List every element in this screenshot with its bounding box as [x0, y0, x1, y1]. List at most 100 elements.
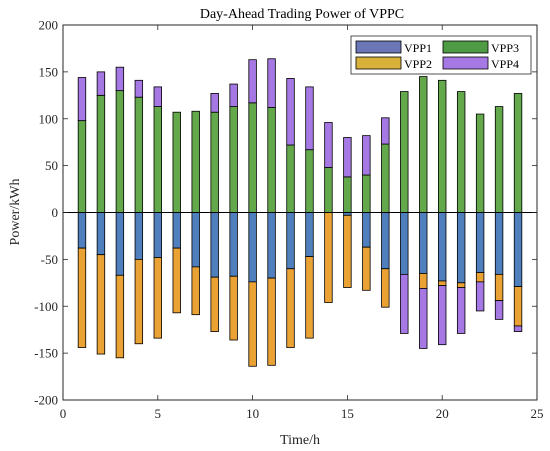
x-tick-label: 25 — [531, 406, 544, 421]
bar-vpp1-hour-10 — [248, 212, 257, 283]
bar-vpp4-hour-8 — [210, 93, 219, 113]
bar-vpp1-hour-20 — [438, 212, 447, 282]
bar-vpp4-hour-1 — [77, 77, 87, 122]
bar-vpp2-hour-22 — [475, 272, 485, 283]
bar-vpp4-hour-2 — [96, 71, 106, 96]
bar-vpp3-hour-17 — [381, 143, 390, 213]
x-tick-label: 0 — [60, 406, 67, 421]
bar-vpp1-hour-9 — [229, 212, 238, 277]
bar-vpp4-negative-hour-19 — [419, 288, 428, 349]
bar-vpp2-hour-4 — [134, 258, 144, 345]
legend-label-vpp4: VPP4 — [491, 57, 519, 71]
bar-vpp4-negative-hour-22 — [475, 281, 485, 312]
bar-vpp1-hour-1 — [77, 212, 87, 249]
legend-swatch-vpp3 — [442, 40, 489, 54]
y-tick-label: 0 — [52, 205, 59, 220]
bar-vpp2-hour-15 — [343, 214, 352, 288]
bar-vpp4-hour-14 — [324, 122, 333, 168]
bar-vpp3-hour-4 — [134, 96, 144, 213]
bar-vpp4-hour-3 — [115, 66, 125, 92]
bar-vpp3-hour-10 — [248, 102, 257, 213]
bar-vpp1-hour-5 — [153, 212, 162, 258]
bar-vpp1-hour-3 — [115, 212, 125, 276]
legend-label-vpp1: VPP1 — [404, 41, 432, 55]
bar-vpp1-hour-8 — [210, 212, 219, 278]
x-axis-ticks: 0 5 10 15 20 25 — [60, 25, 544, 421]
bar-vpp2-hour-2 — [96, 254, 106, 355]
bar-vpp2-hour-20 — [438, 280, 447, 287]
bar-vpp1-hour-11 — [267, 212, 276, 279]
bar-vpp2-hour-8 — [210, 276, 219, 332]
legend-swatch-vpp2 — [355, 56, 402, 70]
bar-vpp3-hour-14 — [324, 167, 333, 213]
bar-vpp2-hour-7 — [191, 266, 200, 316]
bar-layer — [77, 58, 523, 367]
x-axis-title: Time/h — [280, 433, 320, 448]
bar-vpp2-hour-12 — [286, 268, 295, 348]
bar-vpp1-hour-16 — [362, 212, 371, 248]
bar-vpp4-hour-9 — [229, 83, 238, 107]
bar-vpp3-hour-15 — [343, 176, 352, 213]
bar-vpp2-hour-13 — [305, 256, 314, 339]
y-tick-label: 200 — [39, 18, 59, 33]
bar-vpp3-hour-16 — [362, 174, 371, 213]
bar-vpp4-hour-15 — [343, 137, 352, 178]
bar-vpp1-hour-18 — [400, 212, 409, 275]
bar-vpp1-hour-24 — [513, 212, 523, 287]
bar-vpp4-negative-hour-20 — [438, 285, 447, 346]
bar-vpp3-hour-9 — [229, 106, 238, 213]
bar-vpp2-hour-11 — [267, 277, 276, 366]
bar-vpp4-hour-16 — [362, 135, 371, 176]
bar-vpp3-hour-18 — [400, 91, 409, 213]
bar-vpp1-hour-6 — [172, 212, 181, 249]
y-tick-label: -50 — [41, 252, 58, 267]
y-axis-title: Power/kWh — [8, 179, 23, 246]
bar-vpp1-hour-12 — [286, 212, 295, 270]
bar-vpp1-hour-22 — [475, 212, 485, 273]
bar-vpp3-hour-24 — [513, 93, 523, 213]
y-tick-label: -100 — [34, 299, 58, 314]
bar-vpp2-hour-23 — [494, 273, 504, 302]
bar-vpp2-hour-14 — [324, 212, 333, 303]
bar-vpp1-hour-23 — [494, 212, 504, 275]
bar-vpp2-hour-3 — [115, 274, 125, 359]
x-tick-label: 5 — [155, 406, 162, 421]
bar-vpp4-hour-17 — [381, 117, 390, 145]
bar-vpp3-hour-7 — [191, 110, 200, 213]
legend: VPP1 VPP3 VPP2 VPP4 — [350, 35, 532, 75]
bar-vpp3-hour-12 — [286, 144, 295, 213]
bar-vpp3-hour-23 — [494, 106, 504, 213]
y-tick-label: 50 — [45, 158, 58, 173]
bar-vpp3-hour-5 — [153, 106, 162, 213]
legend-label-vpp2: VPP2 — [404, 57, 432, 71]
bar-vpp3-hour-8 — [210, 111, 219, 213]
bar-vpp4-negative-hour-23 — [494, 300, 504, 320]
bar-vpp1-hour-13 — [305, 212, 314, 257]
bar-vpp3-hour-19 — [419, 76, 428, 213]
bar-vpp2-hour-19 — [419, 273, 428, 289]
bar-vpp3-hour-20 — [438, 79, 447, 213]
bar-vpp2-hour-1 — [77, 247, 87, 348]
bar-vpp1-hour-7 — [191, 212, 200, 268]
bar-vpp3-hour-6 — [172, 111, 181, 213]
bar-vpp3-hour-2 — [96, 94, 106, 213]
x-tick-label: 20 — [436, 406, 449, 421]
legend-swatch-vpp1 — [355, 40, 402, 54]
bar-vpp3-hour-21 — [456, 91, 466, 213]
bar-vpp4-negative-hour-21 — [456, 287, 466, 334]
bar-vpp1-hour-4 — [134, 212, 144, 260]
bar-vpp3-hour-13 — [305, 149, 314, 213]
bar-vpp4-negative-hour-24 — [513, 325, 523, 332]
bar-vpp4-negative-hour-18 — [400, 273, 409, 334]
y-tick-label: 100 — [39, 111, 59, 126]
legend-swatch-vpp4 — [442, 56, 489, 70]
bar-vpp2-hour-9 — [229, 275, 238, 341]
x-tick-label: 15 — [341, 406, 354, 421]
bar-vpp4-hour-13 — [305, 86, 314, 151]
y-tick-label: -150 — [34, 346, 58, 361]
x-tick-label: 10 — [246, 406, 259, 421]
bar-vpp1-hour-2 — [96, 212, 106, 256]
bar-vpp4-hour-12 — [286, 78, 295, 146]
bar-vpp2-hour-21 — [456, 282, 466, 288]
y-axis-ticks: -200 -150 -100 -50 0 50 100 150 200 — [34, 18, 537, 408]
